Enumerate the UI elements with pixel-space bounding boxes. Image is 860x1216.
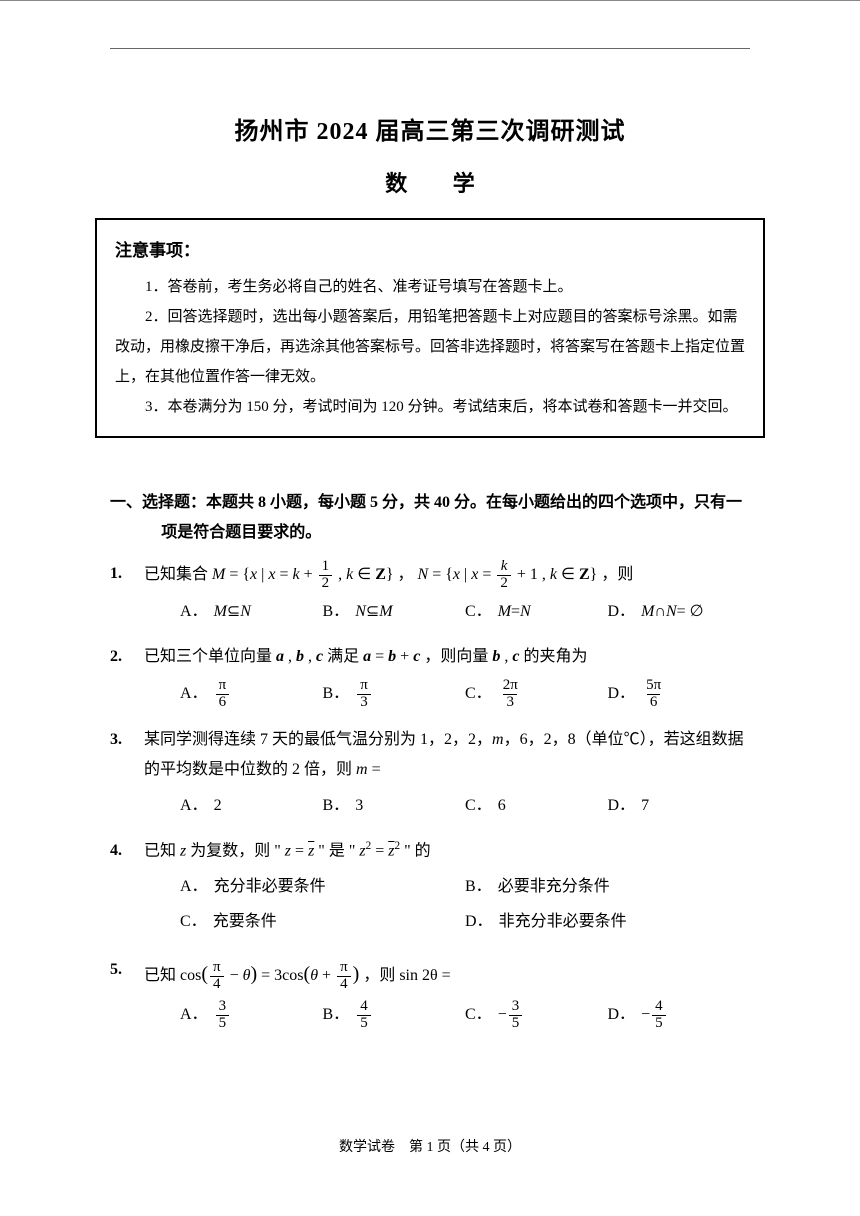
q2-opt-d: D．5π6 — [608, 678, 751, 711]
notice-item-1: 1．答卷前，考生务必将自己的姓名、准考证号填写在答题卡上。 — [115, 272, 745, 302]
notice-item-2: 2．回答选择题时，选出每小题答案后，用铅笔把答题卡上对应题目的答案标号涂黑。如需… — [115, 302, 745, 392]
question-2: 2. 已知三个单位向量 a , b , c 满足 a = b + c ，则向量 … — [110, 642, 750, 711]
q1-number: 1. — [110, 559, 144, 589]
q1-opt-b: B．N ⊆ M — [323, 597, 466, 627]
q2-opt-c: C．2π3 — [465, 678, 608, 711]
q2-stem: 已知三个单位向量 a , b , c 满足 a = b + c ，则向量 b ,… — [144, 642, 750, 672]
q1-opt-d: D．M ∩ N = ∅ — [608, 597, 751, 627]
q5-opt-b: B．45 — [323, 999, 466, 1032]
q3-stem: 某同学测得连续 7 天的最低气温分别为 1，2，2，m，6，2，8（单位℃），若… — [144, 725, 750, 786]
question-5: 5. 已知 cos(π4 − θ) = 3cos(θ + π4) ，则 sin … — [110, 955, 750, 1032]
q1-opt-c: C．M = N — [465, 597, 608, 627]
q3-opt-d: D．7 — [608, 791, 751, 821]
q3-options: A．2 B．3 C．6 D．7 — [180, 791, 750, 821]
q4-opt-a: A．充分非必要条件 — [180, 872, 465, 902]
exam-title: 扬州市 2024 届高三第三次调研测试 — [110, 111, 750, 146]
q2-options: A．π6 B．π3 C．2π3 D．5π6 — [180, 678, 750, 711]
q5-opt-c: C．−35 — [465, 999, 608, 1032]
page-footer: 数学试卷 第 1 页（共 4 页） — [0, 1136, 860, 1156]
q5-opt-d: D．−45 — [608, 999, 751, 1032]
q4-opt-d: D．非充分非必要条件 — [465, 907, 750, 937]
q5-options: A．35 B．45 C．−35 D．−45 — [180, 999, 750, 1032]
q3-opt-a: A．2 — [180, 791, 323, 821]
q3-opt-c: C．6 — [465, 791, 608, 821]
q4-stem: 已知 z 为复数，则 " z = z " 是 " z2 = z2 " 的 — [144, 836, 750, 867]
q1-stem-post: ，则 — [597, 566, 633, 583]
q5-stem-post: ，则 sin 2θ = — [359, 967, 450, 984]
q3-number: 3. — [110, 725, 144, 755]
q1-stem-pre: 已知集合 — [144, 566, 212, 583]
q4-options: A．充分非必要条件 B．必要非充分条件 C．充要条件 D．非充分非必要条件 — [180, 872, 750, 941]
notice-box: 注意事项： 1．答卷前，考生务必将自己的姓名、准考证号填写在答题卡上。 2．回答… — [95, 218, 765, 438]
q1-stem: 已知集合 M = {x | x = k + 12 , k ∈ Z} ， N = … — [144, 559, 750, 592]
q1-opt-a: A．M ⊆ N — [180, 597, 323, 627]
section-1-heading: 一、选择题：本题共 8 小题，每小题 5 分，共 40 分。在每小题给出的四个选… — [161, 488, 750, 549]
q5-opt-a: A．35 — [180, 999, 323, 1032]
question-4: 4. 已知 z 为复数，则 " z = z " 是 " z2 = z2 " 的 … — [110, 836, 750, 942]
notice-heading: 注意事项： — [115, 234, 745, 268]
top-rule — [110, 48, 750, 49]
q4-opt-c: C．充要条件 — [180, 907, 465, 937]
q5-stem-pre: 已知 — [144, 967, 180, 984]
q5-number: 5. — [110, 955, 144, 985]
question-1: 1. 已知集合 M = {x | x = k + 12 , k ∈ Z} ， N… — [110, 559, 750, 628]
exam-subject: 数 学 — [110, 166, 750, 198]
q4-opt-b: B．必要非充分条件 — [465, 872, 750, 902]
q4-number: 4. — [110, 836, 144, 866]
exam-page: 扬州市 2024 届高三第三次调研测试 数 学 注意事项： 1．答卷前，考生务必… — [0, 0, 860, 1076]
q2-opt-a: A．π6 — [180, 678, 323, 711]
notice-item-3: 3．本卷满分为 150 分，考试时间为 120 分钟。考试结束后，将本试卷和答题… — [115, 392, 745, 422]
q2-number: 2. — [110, 642, 144, 672]
question-3: 3. 某同学测得连续 7 天的最低气温分别为 1，2，2，m，6，2，8（单位℃… — [110, 725, 750, 822]
q1-options: A．M ⊆ N B．N ⊆ M C．M = N D．M ∩ N = ∅ — [180, 597, 750, 627]
q2-opt-b: B．π3 — [323, 678, 466, 711]
q5-stem: 已知 cos(π4 − θ) = 3cos(θ + π4) ，则 sin 2θ … — [144, 955, 750, 993]
q3-opt-b: B．3 — [323, 791, 466, 821]
